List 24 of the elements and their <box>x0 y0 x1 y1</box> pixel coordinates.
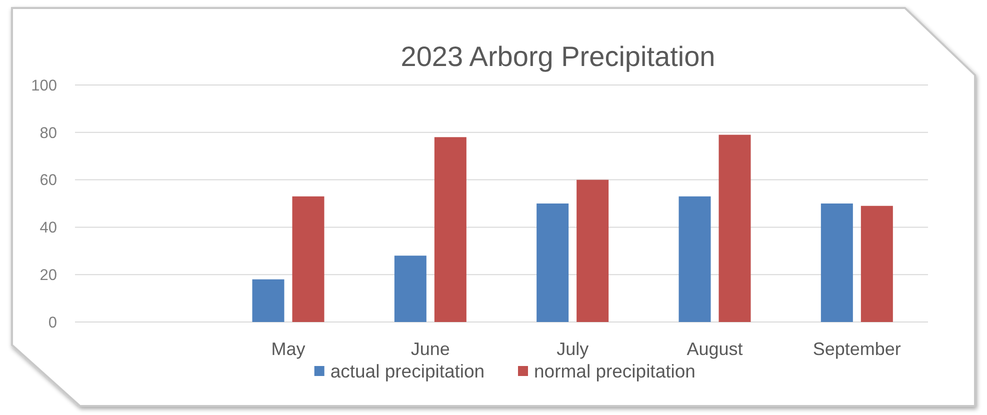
y-tick-label: 0 <box>48 314 58 332</box>
bar <box>678 196 711 322</box>
x-tick-label: May <box>271 339 306 359</box>
x-tick-label: August <box>686 339 743 359</box>
chart-title: 2023 Arborg Precipitation <box>400 41 716 72</box>
bar <box>292 196 324 322</box>
y-tick-label: 60 <box>40 172 58 190</box>
x-tick-label: July <box>556 339 589 359</box>
x-tick-label: June <box>410 339 450 359</box>
bar <box>576 180 609 322</box>
y-tick-label: 80 <box>40 124 58 142</box>
y-tick-label: 100 <box>31 77 58 94</box>
bar <box>820 204 853 322</box>
bar <box>252 279 284 322</box>
bar <box>536 204 569 322</box>
bar <box>394 256 426 322</box>
y-tick-label: 20 <box>40 267 58 284</box>
y-tick-label: 40 <box>40 220 58 237</box>
bar <box>434 137 466 322</box>
legend-label: normal precipitation <box>534 360 696 382</box>
legend-label: actual precipitation <box>330 360 485 382</box>
bar <box>860 206 893 322</box>
x-tick-label: September <box>812 339 901 359</box>
bar <box>718 134 751 322</box>
